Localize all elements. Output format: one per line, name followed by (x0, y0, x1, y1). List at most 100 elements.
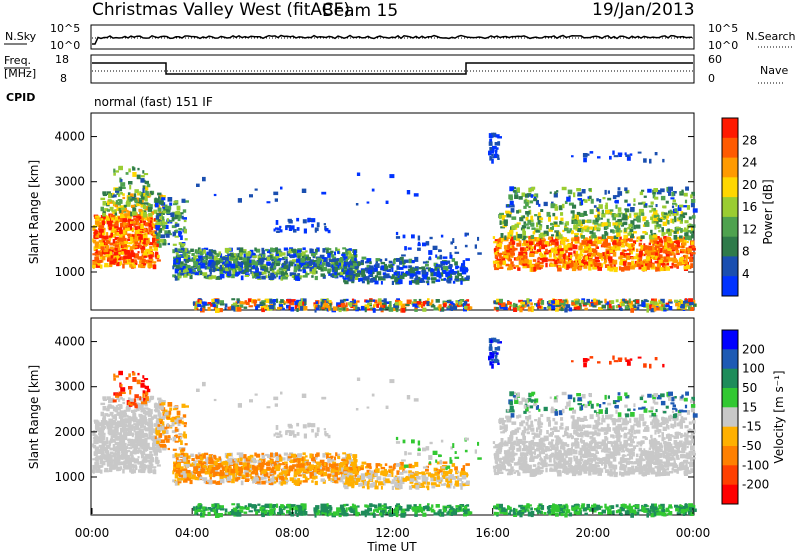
power-cell (102, 220, 105, 225)
power-cell (357, 307, 360, 309)
power-cell (203, 260, 207, 263)
power-cell (454, 261, 458, 265)
power-cell (431, 277, 436, 280)
power-cell (113, 173, 116, 176)
power-cell (693, 229, 695, 231)
power-cell (674, 235, 678, 240)
power-cell (620, 252, 623, 255)
power-cell (612, 305, 614, 309)
power-cell (333, 265, 335, 267)
velocity-cell (115, 453, 118, 456)
velocity-cell (129, 429, 134, 431)
power-cell (193, 270, 196, 273)
power-cell (327, 306, 330, 309)
power-cell (129, 185, 131, 190)
power-cell (229, 257, 233, 260)
y-tick-label: 1000 (54, 265, 85, 279)
velocity-cell (138, 448, 141, 450)
power-cell (208, 256, 212, 259)
power-cell (520, 302, 525, 305)
power-cell (384, 266, 388, 270)
power-cell (539, 217, 543, 220)
power-cell (110, 207, 114, 211)
power-cell (633, 225, 636, 229)
power-cell (539, 234, 541, 238)
power-cell (205, 266, 207, 270)
power-cell (560, 218, 563, 221)
power-cell (349, 302, 352, 307)
power-cell (174, 201, 178, 203)
power-cell (523, 264, 526, 266)
power-cell (261, 266, 266, 269)
power-cell (588, 188, 591, 191)
power-cell (593, 299, 596, 303)
power-cell (279, 250, 282, 253)
power-cell (202, 301, 206, 304)
power-cell (510, 253, 515, 256)
power-cell (683, 205, 688, 207)
power-cell (548, 217, 551, 222)
velocity-cell (182, 421, 184, 425)
power-cell (213, 304, 216, 307)
velocity-cell (101, 412, 105, 417)
velocity-cell (157, 398, 161, 401)
power-colorbar-swatch (722, 177, 738, 197)
velocity-cell (132, 372, 135, 375)
power-cell (346, 308, 348, 311)
velocity-cell (131, 426, 135, 428)
power-cell (170, 220, 173, 222)
power-cell (453, 281, 455, 284)
velocity-cell (165, 410, 168, 413)
power-cell (412, 260, 415, 263)
power-cell (660, 306, 663, 310)
velocity-cell (177, 411, 181, 416)
power-cell (173, 232, 177, 237)
power-cell (629, 213, 631, 218)
power-cell (623, 253, 625, 256)
power-cell (355, 266, 359, 269)
power-cell (124, 213, 128, 216)
power-cell (389, 174, 394, 178)
power-cell (144, 173, 148, 175)
velocity-cell (99, 434, 104, 438)
velocity-cell (123, 441, 125, 444)
power-cell (649, 304, 651, 309)
power-cell (581, 235, 585, 239)
power-cell (329, 248, 332, 250)
power-cell (316, 301, 318, 305)
power-cell (130, 199, 133, 201)
power-cell (574, 307, 577, 310)
power-cell (539, 299, 541, 302)
power-cell (344, 278, 348, 280)
power-cell (396, 258, 400, 262)
power-cell (690, 263, 693, 268)
velocity-cell (108, 398, 111, 403)
power-cell (329, 300, 332, 303)
power-cell (562, 187, 567, 190)
power-cell (583, 302, 587, 305)
power-cell (568, 244, 570, 247)
power-cell (422, 308, 426, 312)
power-cell (346, 302, 348, 307)
power-cell (531, 187, 535, 190)
velocity-cell (120, 384, 122, 387)
power-cell (276, 251, 278, 254)
power-cell (399, 279, 403, 284)
power-cell (120, 214, 124, 219)
power-cell (128, 260, 131, 262)
power-cell (548, 238, 552, 240)
velocity-cell (170, 417, 174, 422)
power-cell (284, 248, 288, 251)
velocity-cell (106, 450, 110, 454)
velocity-cell (116, 426, 119, 428)
power-cell (644, 216, 646, 218)
power-cell (436, 299, 440, 303)
velocity-cell (148, 412, 153, 417)
power-cell (360, 278, 363, 282)
power-cell (415, 275, 418, 278)
velocity-cell (100, 403, 105, 405)
velocity-cell (103, 441, 107, 445)
power-cell (96, 249, 98, 253)
power-cell (568, 190, 573, 195)
velocity-cell (156, 420, 159, 424)
